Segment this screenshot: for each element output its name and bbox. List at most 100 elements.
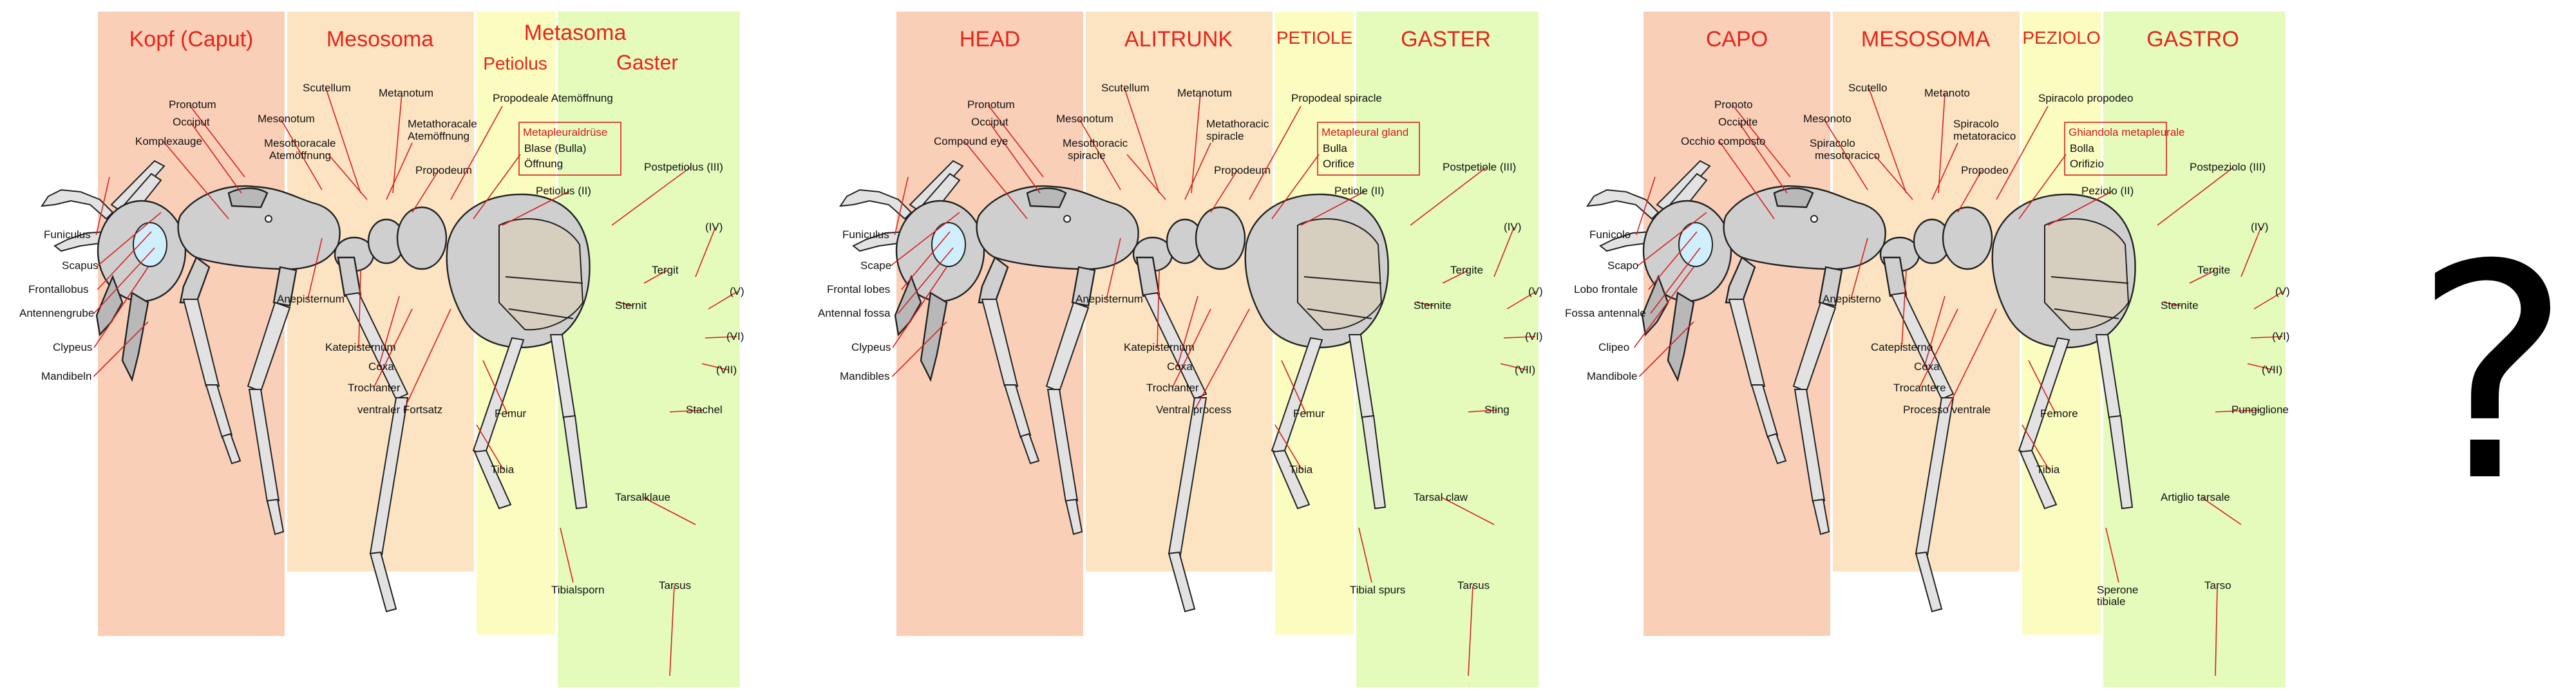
leader-mesonotum bbox=[1823, 118, 1868, 191]
label-metanotum: Metanotum bbox=[379, 87, 433, 99]
label-femur: Femur bbox=[1293, 407, 1325, 420]
leader-metaspir bbox=[386, 142, 413, 200]
label-pronotum: Pronotum bbox=[967, 98, 1015, 111]
label-frontal: Lobo frontale bbox=[1574, 283, 1638, 295]
band-title-gaster: GASTER bbox=[1401, 27, 1491, 51]
label-tibial-spurs-line1: Tibial spurs bbox=[1350, 584, 1405, 596]
label-metanotum: Metanotum bbox=[1177, 87, 1232, 99]
band-title-head: HEAD bbox=[960, 27, 1020, 51]
leader-metanotum bbox=[1191, 93, 1201, 194]
label-tarsus: Tarsus bbox=[1457, 579, 1490, 592]
leader-femur bbox=[482, 360, 508, 415]
label-scape: Scapo bbox=[1607, 259, 1638, 272]
leader-postpet bbox=[2157, 167, 2234, 226]
label-mesonotum: Mesonoto bbox=[1803, 113, 1852, 125]
label-compeye: Compound eye bbox=[934, 135, 1008, 147]
label-coxa: Coxa bbox=[1914, 360, 1940, 373]
label-n6: (VI) bbox=[2272, 330, 2289, 342]
leader-sternite bbox=[618, 302, 634, 306]
label-tergite: Tergite bbox=[2197, 264, 2230, 276]
leader-anepisternum bbox=[1850, 238, 1868, 300]
metapleural-gland-box bbox=[1317, 122, 1420, 176]
question-mark: ? bbox=[2414, 202, 2571, 546]
leader-propodeum bbox=[1210, 170, 1238, 213]
leader-katepisternum bbox=[358, 270, 361, 348]
label-mandibles: Mandibles bbox=[840, 370, 890, 382]
leader-occiput bbox=[190, 122, 242, 194]
mesosoma-band bbox=[287, 12, 474, 572]
label-n4: (IV) bbox=[2251, 221, 2268, 233]
leader-antfossa bbox=[1650, 247, 1701, 314]
label-compeye: Komplexauge bbox=[135, 135, 202, 147]
leader-metaspir bbox=[1184, 142, 1211, 200]
gaster-band bbox=[1356, 12, 1539, 687]
leader-scape bbox=[890, 212, 960, 266]
label-scutellum: Scutellum bbox=[303, 82, 351, 94]
label-antfossa: Antennengrube bbox=[19, 307, 94, 319]
label-petiole2: Petiolus (II) bbox=[536, 185, 591, 197]
label-frontal: Frontallobus bbox=[28, 283, 89, 295]
label-anepisternum: Anepisternum bbox=[277, 293, 345, 305]
metapleural-gland-box bbox=[2064, 122, 2167, 176]
leader-n6 bbox=[1503, 336, 1536, 339]
label-postpet: Postpetiole (III) bbox=[1443, 161, 1516, 173]
band-title-mesosoma: ALITRUNK bbox=[1124, 27, 1233, 51]
label-mesothoracic-spiracle-line1: Spiracolo bbox=[1810, 137, 1855, 149]
label-tibia: Tibia bbox=[1289, 463, 1313, 476]
label-metathoracic-spiracle-line1: Metathoracic bbox=[1206, 118, 1269, 130]
leader-occiput bbox=[989, 122, 1041, 194]
label-funiculus: Funiculus bbox=[842, 228, 889, 241]
label-metapleural-gland: Metapleuraldrüse bbox=[523, 126, 607, 138]
label-n7: (VII) bbox=[2262, 364, 2282, 376]
label-n7: (VII) bbox=[716, 364, 737, 376]
band-title-mesosoma: MESOSOMA bbox=[1861, 27, 1991, 51]
label-mesonotum: Mesonotum bbox=[258, 113, 315, 125]
leader-mandibles bbox=[891, 321, 947, 377]
leader-spurs bbox=[1358, 527, 1372, 583]
label-n4: (IV) bbox=[1504, 221, 1521, 233]
label-sternite: Sternite bbox=[2161, 299, 2199, 312]
label-ventral: Processo ventrale bbox=[1903, 404, 1991, 416]
leader-anepisternum bbox=[1106, 238, 1121, 300]
leader-sting bbox=[1468, 409, 1498, 413]
label-claw: Artiglio tarsale bbox=[2161, 491, 2230, 503]
band-title-mesosoma: Mesosoma bbox=[327, 27, 433, 51]
label-metathoracic-spiracle-line2: metatoracico bbox=[1953, 130, 2016, 142]
leader-n4 bbox=[1493, 227, 1515, 277]
label-postpet: Postpeziolo (III) bbox=[2190, 161, 2266, 173]
label-orifice: Öffnung bbox=[524, 158, 563, 170]
label-occiput: Occiput bbox=[971, 116, 1009, 128]
label-tibial-spurs-line1: Tibialsporn bbox=[551, 584, 605, 596]
leader-mandibles bbox=[93, 321, 149, 377]
leader-scutellum bbox=[1868, 88, 1907, 194]
label-metathoracic-spiracle-line1: Spiracolo bbox=[1953, 118, 1999, 130]
label-mesothoracic-spiracle-line2: spiracle bbox=[1068, 149, 1106, 162]
label-katepisternum: Katepisternum bbox=[1124, 341, 1195, 353]
label-propodeum: Propodeum bbox=[1214, 164, 1271, 176]
band-title-metasoma: Metasoma bbox=[524, 21, 627, 45]
label-funiculus: Funicolo bbox=[1589, 228, 1631, 241]
leader-tibia bbox=[1274, 424, 1303, 471]
label-pronotum: Pronoto bbox=[1714, 98, 1753, 111]
leader-mesonotum bbox=[1079, 118, 1121, 191]
leader-tibia bbox=[2022, 424, 2050, 471]
leader-mandibles bbox=[1638, 321, 1694, 377]
label-mesonotum: Mesonotum bbox=[1056, 113, 1113, 125]
leader-antfossa bbox=[897, 247, 954, 314]
leader-sternite bbox=[2163, 302, 2182, 306]
leader-funiculus bbox=[894, 176, 909, 236]
label-metathoracic-spiracle-line2: spiracle bbox=[1206, 130, 1244, 142]
label-sting: Sting bbox=[1484, 404, 1510, 416]
label-katepisternum: Katepisternum bbox=[325, 341, 396, 353]
label-scape: Scapus bbox=[62, 259, 99, 272]
leader-clypeus bbox=[93, 266, 149, 348]
leader-coxa bbox=[1177, 295, 1198, 368]
leader-scutellum bbox=[1124, 88, 1160, 194]
mesosoma-band bbox=[1833, 12, 2020, 572]
band-title-petiole: PETIOLE bbox=[1276, 28, 1352, 48]
leader-metanotum bbox=[392, 93, 402, 194]
label-occiput: Occipite bbox=[1718, 116, 1757, 128]
leader-gland bbox=[1271, 154, 1320, 219]
leader-n5 bbox=[2253, 291, 2284, 310]
